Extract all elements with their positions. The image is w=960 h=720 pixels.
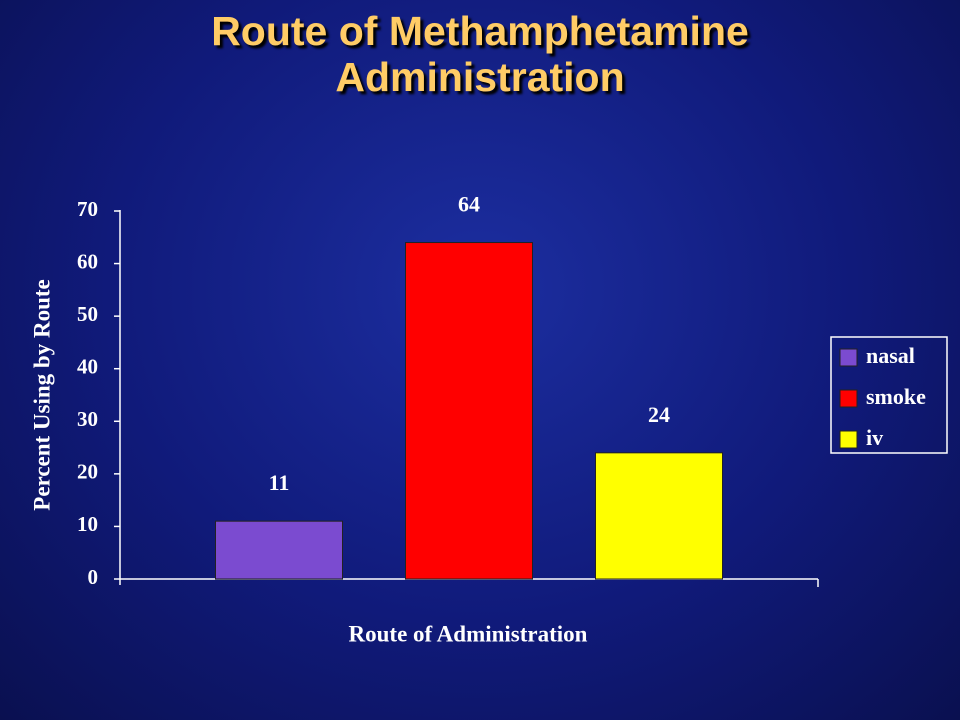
legend-swatch xyxy=(839,348,858,367)
y-tick-label: 0 xyxy=(88,565,99,589)
legend-swatch xyxy=(839,430,858,449)
y-tick-label: 50 xyxy=(77,302,98,326)
y-tick-label: 40 xyxy=(77,355,98,379)
chart-title: Route of Methamphetamine Administration xyxy=(211,8,749,100)
bar xyxy=(595,452,723,580)
y-tick-label: 60 xyxy=(77,249,98,273)
x-axis-label: Route of Administration xyxy=(349,621,588,646)
y-axis-label: Percent Using by Route xyxy=(29,279,54,510)
data-label: 24 xyxy=(648,402,670,427)
y-tick-label: 70 xyxy=(77,197,98,221)
legend-label: smoke xyxy=(866,384,926,409)
y-tick-label: 30 xyxy=(77,407,98,431)
legend-label: nasal xyxy=(866,343,915,368)
y-tick-label: 20 xyxy=(77,460,98,484)
data-label: 11 xyxy=(269,470,290,495)
y-tick-label: 10 xyxy=(77,512,98,536)
legend-label: iv xyxy=(866,425,883,450)
legend-box xyxy=(830,336,948,454)
bar xyxy=(405,242,533,580)
bar xyxy=(215,520,343,580)
data-label: 64 xyxy=(458,192,480,217)
legend-swatch xyxy=(839,389,858,408)
